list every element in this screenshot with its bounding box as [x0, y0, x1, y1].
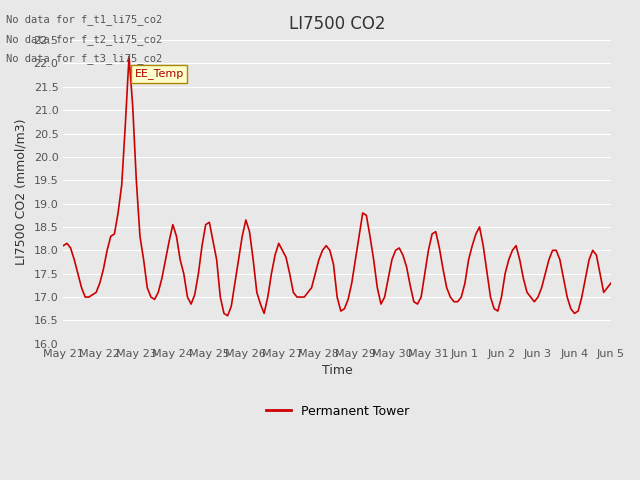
Legend: Permanent Tower: Permanent Tower [260, 399, 414, 422]
Text: No data for f_t2_li75_co2: No data for f_t2_li75_co2 [6, 34, 163, 45]
Y-axis label: LI7500 CO2 (mmol/m3): LI7500 CO2 (mmol/m3) [15, 119, 28, 265]
X-axis label: Time: Time [322, 364, 353, 377]
Text: No data for f_t3_li75_co2: No data for f_t3_li75_co2 [6, 53, 163, 64]
Text: No data for f_t1_li75_co2: No data for f_t1_li75_co2 [6, 14, 163, 25]
Title: LI7500 CO2: LI7500 CO2 [289, 15, 385, 33]
Text: EE_Temp: EE_Temp [134, 69, 184, 80]
